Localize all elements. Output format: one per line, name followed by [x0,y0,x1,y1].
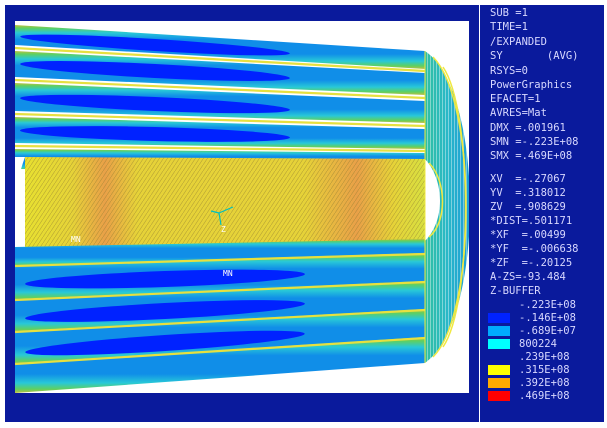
legend-row: -.146E+08 [488,312,604,325]
legend-value: -.689E+07 [519,325,576,337]
yf-label: *YF =-.006638 [490,243,579,255]
expanded-label: /EXPANDED [490,36,547,48]
legend-value: .239E+08 [519,351,570,363]
min-node-label: MN [71,235,81,244]
legend-row: 800224 [488,338,604,351]
rsys-label: RSYS=0 [490,65,528,77]
legend-swatch-orange [488,378,510,388]
legend-swatch-cyan [488,339,510,349]
smn-label: SMN =-.223E+08 [490,136,579,148]
legend-top-row: -.223E+08 [488,299,604,312]
legend-value: -.146E+08 [519,312,576,324]
legend-swatch-blue [488,313,510,323]
yv-label: YV =.318012 [490,187,566,199]
legend-row: .315E+08 [488,364,604,377]
legend-row: -.689E+07 [488,325,604,338]
graphics-viewport[interactable]: MN MN Z [5,5,479,422]
contour-plot-svg [15,21,469,393]
legend-swatch-lightblue [488,326,510,336]
lower-shell-bands [15,239,426,393]
legend-value: .315E+08 [519,364,570,376]
legend-value: .469E+08 [519,390,570,402]
triad-z-label: Z [221,225,226,234]
min-node-label-2: MN [223,269,233,278]
zbuffer-label: Z-BUFFER [490,285,541,297]
end-face [424,51,469,363]
zv-label: ZV =.908629 [490,201,566,213]
time-label: TIME=1 [490,21,528,33]
legend-value: .392E+08 [519,377,570,389]
legend-value: 800224 [519,338,557,350]
legend-row: .392E+08 [488,377,604,390]
legend-swatch-red [488,391,510,401]
triad [210,206,234,226]
bore-surface [15,157,425,253]
legend-row: .469E+08 [488,390,604,403]
dmx-label: DMX =.001961 [490,122,566,134]
model-display: MN MN Z [15,21,469,393]
dist-label: *DIST=.501171 [490,215,573,227]
xf-label: *XF =.00499 [490,229,566,241]
avres-label: AVRES=Mat [490,107,547,119]
graphics-mode-label: PowerGraphics [490,79,573,91]
substep-label: SUB =1 [490,7,528,19]
legend-min-value: -.223E+08 [519,299,576,311]
azs-label: A-ZS=-93.484 [490,271,566,283]
legend-row: .239E+08 [488,351,604,364]
zf-label: *ZF =-.20125 [490,257,573,269]
xv-label: XV =-.27067 [490,173,566,185]
info-panel: SUB =1 TIME=1 /EXPANDED SY (AVG) RSYS=0 … [480,5,604,422]
result-label: SY (AVG) [490,50,579,62]
smx-label: SMX =.469E+08 [490,150,573,162]
efacet-label: EFACET=1 [490,93,541,105]
legend-swatch-yellow [488,365,510,375]
